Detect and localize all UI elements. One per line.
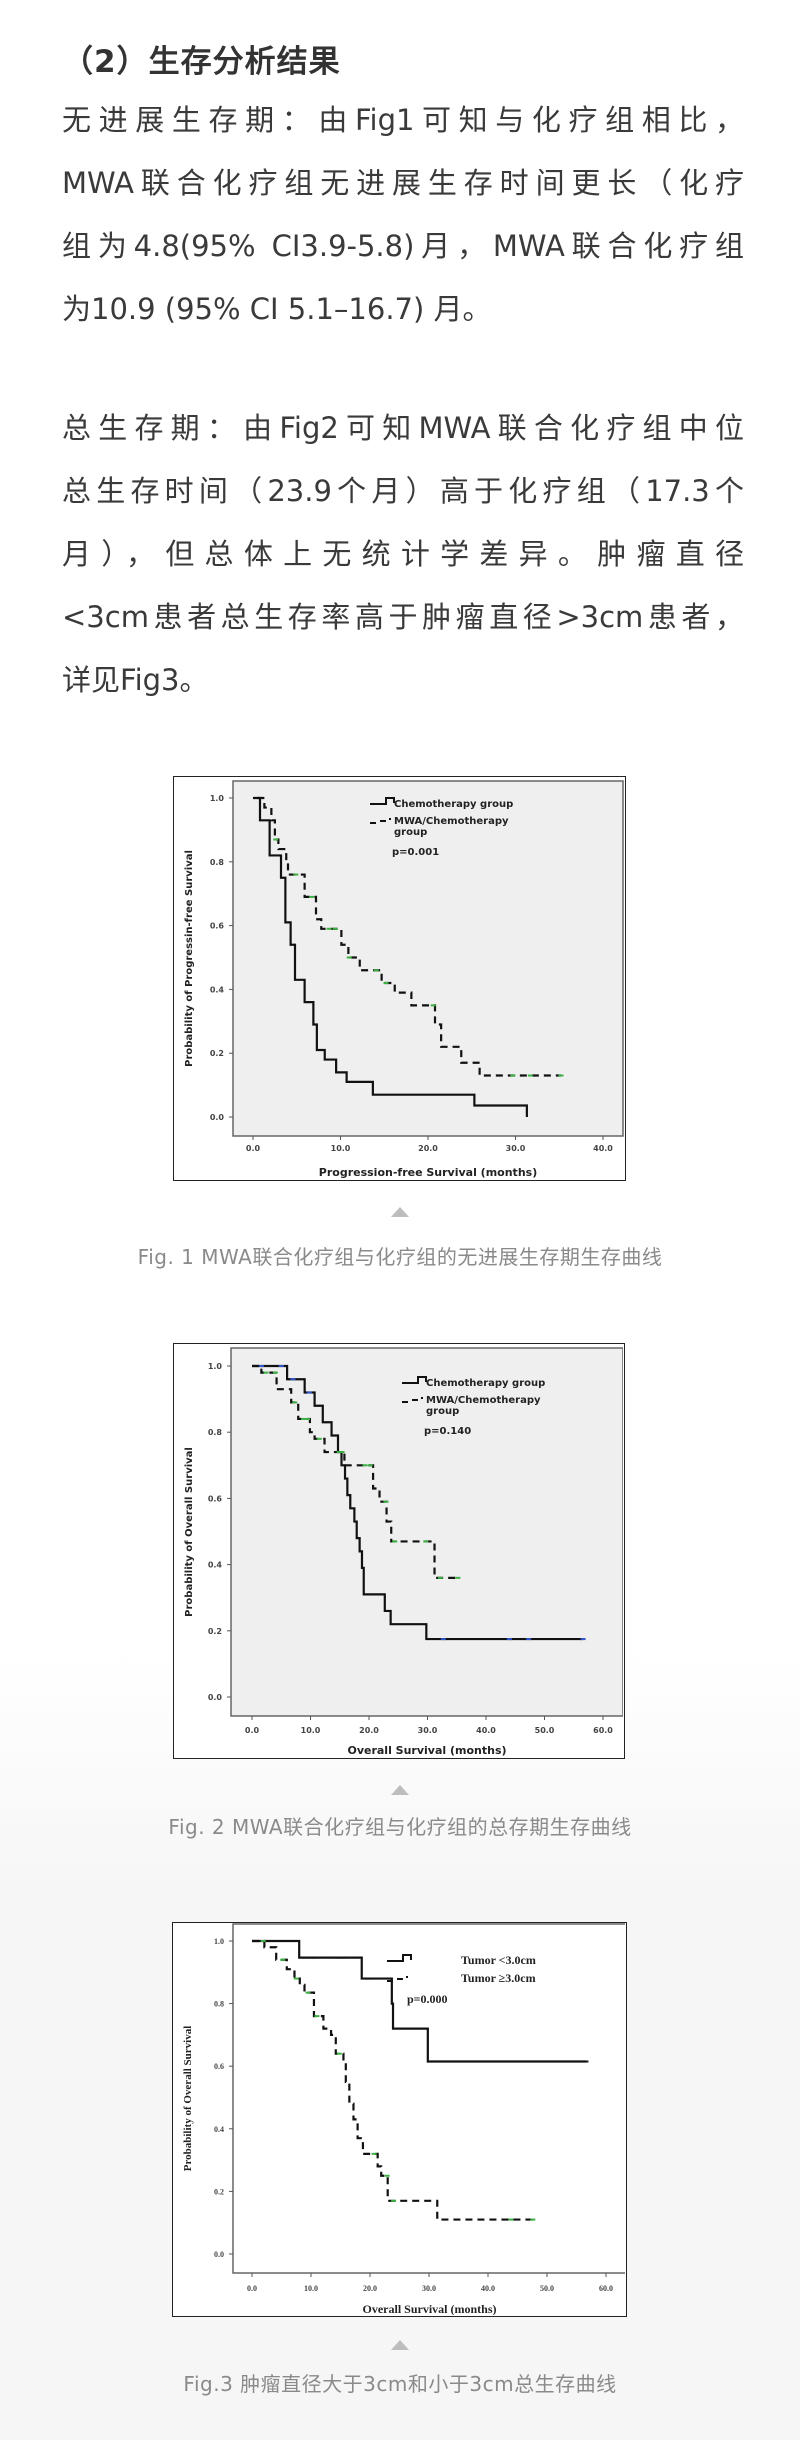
p-value-annotation: p=0.140 [424, 1426, 471, 1437]
text-line: 总生存期：由Fig2可知MWA联合化疗组中位 [62, 411, 744, 445]
figure-3-caption: Fig.3 肿瘤直径大于3cm和小于3cm总生存曲线 [183, 2372, 617, 2396]
legend-swatch-solid [387, 1954, 412, 1962]
x-tick-label: 40.0 [481, 2284, 495, 2293]
survival-curve-group-1 [252, 1364, 584, 1641]
figure-2-os-chart: 0.0 0.2 0.4 0.6 0.8 1.0 0.0 10.0 20.0 30.0 40.0 50.… [173, 1343, 625, 1759]
y-tick-label: 1.0 [210, 794, 225, 803]
y-tick-label: 0.0 [214, 2250, 224, 2259]
y-axis-label: Probability of Progressin-free Survival [184, 850, 195, 1067]
survival-curve-group-1 [252, 1939, 586, 2063]
legend-label: Chemotherapy group [394, 799, 513, 810]
y-tick-label: 0.6 [208, 1494, 223, 1503]
figure-3-tumor-size-chart: 0.0 0.2 0.4 0.6 0.8 1.0 0.0 10.0 20.0 30.0 40.0 50.… [172, 1922, 627, 2317]
survival-curve-group-2 [252, 1364, 458, 1579]
legend-label: group [426, 1406, 459, 1417]
legend-label: group [394, 827, 427, 838]
chart-svg: 0.0 0.2 0.4 0.6 0.8 1.0 0.0 10.0 20.0 30.0 40.0 50.… [182, 1923, 625, 2315]
section-heading: （2）生存分析结果 [62, 44, 341, 80]
y-tick-label: 0.0 [210, 1113, 225, 1122]
y-tick-label: 0.2 [214, 2187, 224, 2196]
legend-swatch-dashed [387, 1976, 408, 1982]
figure-1-pfs-chart: 0.0 0.2 0.4 0.6 0.8 1.0 0.0 10.0 20.0 30.0 40.0 Pro… [173, 776, 626, 1181]
x-tick-label: 30.0 [422, 2284, 436, 2293]
y-tick-label: 0.8 [210, 858, 225, 867]
y-tick-label: 0.8 [208, 1428, 223, 1437]
legend-label: MWA/Chemotherapy [426, 1395, 541, 1406]
text-line: 无进展生存期：由Fig1可知与化疗组相比， [62, 103, 744, 137]
x-tick-label: 40.0 [476, 1726, 496, 1735]
y-axis-label: Probability of Overall Survival [182, 2026, 194, 2172]
survival-curve-group-2 [252, 1939, 533, 2221]
x-tick-label: 10.0 [301, 1726, 321, 1735]
y-tick-label: 1.0 [214, 1937, 224, 1946]
x-axis-label: Overall Survival (months) [363, 2302, 497, 2315]
chart-svg: 0.0 0.2 0.4 0.6 0.8 1.0 0.0 10.0 20.0 30.0 40.0 50.… [184, 1347, 623, 1757]
p-value-annotation: p=0.001 [392, 847, 439, 858]
y-tick-label: 0.2 [208, 1627, 222, 1636]
x-tick-label: 20.0 [418, 1144, 438, 1153]
x-tick-label: 50.0 [535, 1726, 555, 1735]
y-tick-label: 0.8 [214, 2000, 224, 2009]
caption-triangle-icon [391, 1207, 409, 1217]
x-tick-label: 40.0 [593, 1144, 613, 1153]
x-axis-label: Overall Survival (months) [347, 1744, 506, 1757]
x-tick-label: 20.0 [359, 1726, 379, 1735]
plot-area [232, 1923, 625, 2274]
legend-swatch-dashed [370, 818, 391, 824]
text-line: 详见Fig3。 [62, 663, 209, 697]
os-paragraph: 总生存期：由Fig2可知MWA联合化疗组中位 总生存时间（23.9个月）高于化疗… [62, 397, 744, 712]
survival-curve-group-1 [253, 796, 528, 1117]
x-tick-label: 0.0 [246, 1144, 261, 1153]
y-tick-label: 0.0 [208, 1693, 223, 1702]
text-line: 总生存时间（23.9个月）高于化疗组（17.3个 [62, 474, 744, 508]
plot-area [230, 1347, 623, 1717]
y-axis-label: Probability of Overall Survival [184, 1447, 195, 1617]
legend-label: Tumor ≥3.0cm [461, 1971, 536, 1985]
chart-svg: 0.0 0.2 0.4 0.6 0.8 1.0 0.0 10.0 20.0 30.0 40.0 Pro… [184, 780, 624, 1179]
text-line: 为10.9 (95% CI 5.1–16.7) 月。 [62, 292, 492, 326]
p-value-annotation: p=0.000 [407, 1992, 448, 2006]
y-tick-label: 0.4 [208, 1561, 223, 1570]
x-tick-label: 30.0 [506, 1144, 526, 1153]
legend-label: MWA/Chemotherapy [394, 816, 509, 827]
text-line: 月），但总体上无统计学差异。肿瘤直径 [62, 537, 744, 571]
legend-swatch-solid [370, 797, 395, 805]
x-tick-label: 20.0 [363, 2284, 377, 2293]
x-tick-label: 0.0 [247, 2284, 257, 2293]
legend-label: Chemotherapy group [426, 1378, 545, 1389]
y-tick-label: 0.4 [214, 2125, 224, 2134]
y-tick-label: 0.6 [214, 2062, 224, 2071]
y-tick-label: 0.4 [210, 985, 225, 994]
plot-area [232, 780, 624, 1137]
figure-1-caption: Fig. 1 MWA联合化疗组与化疗组的无进展生存期生存曲线 [137, 1245, 663, 1269]
x-tick-label: 0.0 [245, 1726, 260, 1735]
y-tick-label: 0.2 [210, 1049, 224, 1058]
pfs-paragraph: 无进展生存期：由Fig1可知与化疗组相比， MWA联合化疗组无进展生存时间更长（… [62, 89, 744, 341]
x-tick-label: 10.0 [304, 2284, 318, 2293]
text-line: <3cm患者总生存率高于肿瘤直径>3cm患者， [62, 600, 744, 634]
y-tick-label: 0.6 [210, 922, 225, 931]
x-tick-label: 60.0 [599, 2284, 613, 2293]
text-line: MWA联合化疗组无进展生存时间更长（化疗 [62, 166, 744, 200]
x-tick-label: 10.0 [331, 1144, 351, 1153]
y-tick-label: 1.0 [208, 1362, 223, 1371]
x-axis-label: Progression-free Survival (months) [319, 1166, 537, 1179]
caption-triangle-icon [391, 2340, 409, 2350]
x-tick-label: 30.0 [418, 1726, 438, 1735]
legend-swatch-dashed [402, 1397, 423, 1403]
legend-swatch-solid [402, 1376, 427, 1384]
legend-label: Tumor <3.0cm [461, 1953, 536, 1967]
x-tick-label: 50.0 [540, 2284, 554, 2293]
text-line: 组为4.8(95% CI3.9-5.8)月，MWA联合化疗组 [62, 229, 744, 263]
caption-triangle-icon [391, 1785, 409, 1795]
figure-2-caption: Fig. 2 MWA联合化疗组与化疗组的总存期生存曲线 [168, 1815, 632, 1839]
x-tick-label: 60.0 [593, 1726, 613, 1735]
